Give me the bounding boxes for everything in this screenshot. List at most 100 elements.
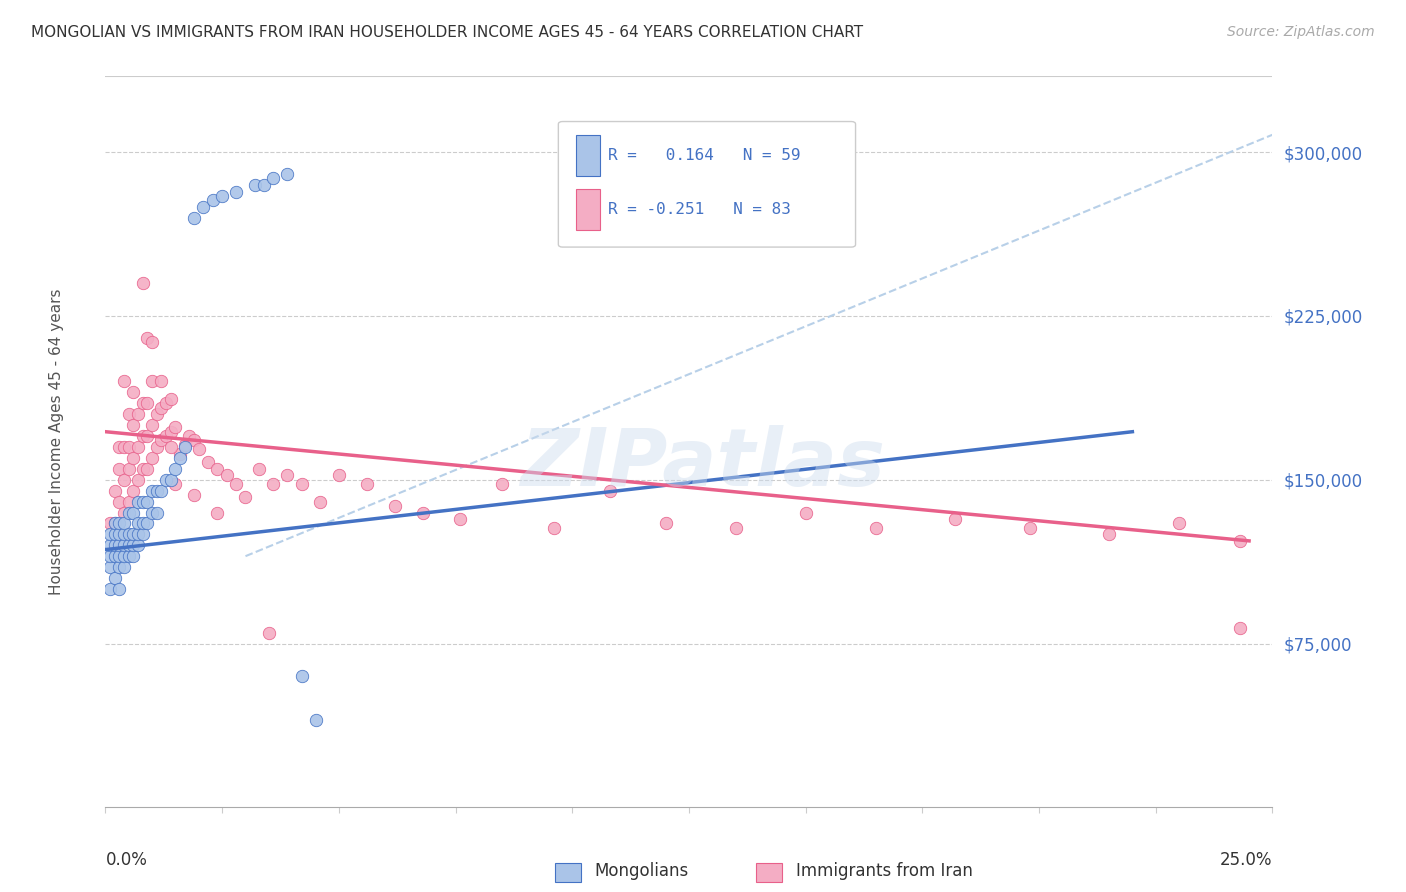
Point [104,527,127,541]
Point [1018,521,1040,535]
Point [225,477,247,491]
Point [98,582,121,596]
Text: 0.0%: 0.0% [105,851,148,869]
Point [159,425,181,439]
Point [141,335,163,350]
Point [146,440,169,454]
Point [136,396,159,410]
Text: R =   0.164   N = 59: R = 0.164 N = 59 [609,148,801,163]
Point [146,407,169,421]
Point [127,494,149,508]
Point [136,429,159,443]
Point [165,477,187,491]
Point [187,442,209,457]
Point [449,512,471,526]
Point [183,434,205,448]
Point [127,407,149,421]
Point [112,516,135,531]
Point [159,392,181,406]
Point [225,185,247,199]
Point [108,440,131,454]
Point [146,506,169,520]
Point [150,434,173,448]
Point [132,429,155,443]
Point [127,473,149,487]
Point [356,477,378,491]
Point [290,669,312,683]
Point [112,506,135,520]
Point [104,516,127,531]
Point [207,506,229,520]
Point [141,506,163,520]
Point [127,516,149,531]
Point [384,499,406,513]
Text: Householder Income Ages 45 - 64 years: Householder Income Ages 45 - 64 years [49,288,63,595]
Point [104,483,127,498]
Point [108,549,131,564]
Point [253,178,276,192]
Text: ZIPatlas: ZIPatlas [520,425,886,503]
Point [132,516,155,531]
Point [150,401,173,415]
Point [543,521,565,535]
Point [108,538,131,552]
Point [173,440,195,454]
Point [155,473,177,487]
Text: MONGOLIAN VS IMMIGRANTS FROM IRAN HOUSEHOLDER INCOME AGES 45 - 64 YEARS CORRELAT: MONGOLIAN VS IMMIGRANTS FROM IRAN HOUSEH… [31,25,863,40]
Point [136,494,159,508]
Point [328,468,350,483]
Point [215,468,238,483]
Point [136,331,159,345]
Point [108,582,131,596]
Point [127,538,149,552]
Point [108,516,131,531]
Point [146,483,169,498]
Point [112,560,135,574]
Point [122,527,145,541]
Point [118,538,141,552]
Point [235,490,257,504]
Point [132,462,155,476]
Point [112,375,135,389]
Point [132,277,155,291]
Point [104,516,127,531]
Point [98,527,121,541]
Point [309,494,332,508]
Point [98,549,121,564]
Point [654,516,676,531]
Point [865,521,887,535]
Point [290,477,312,491]
Point [276,468,298,483]
Point [118,440,141,454]
Point [136,516,159,531]
Point [108,560,131,574]
Point [118,407,141,421]
Point [98,516,121,531]
Point [104,538,127,552]
Point [1229,621,1251,635]
Point [724,521,747,535]
Point [201,194,224,208]
Point [118,494,141,508]
Point [112,549,135,564]
Point [122,385,145,400]
Text: Mongolians: Mongolians [595,862,689,880]
Point [136,462,159,476]
Point [1098,527,1121,541]
Point [108,494,131,508]
Point [207,462,229,476]
Text: Immigrants from Iran: Immigrants from Iran [796,862,973,880]
Point [243,178,266,192]
Point [108,462,131,476]
Point [211,189,233,203]
Point [104,571,127,585]
Text: 25.0%: 25.0% [1220,851,1272,869]
Point [276,167,298,181]
Text: Source: ZipAtlas.com: Source: ZipAtlas.com [1227,25,1375,39]
Point [141,450,163,465]
Point [127,440,149,454]
Point [183,211,205,225]
Point [132,527,155,541]
Point [491,477,513,491]
Point [118,527,141,541]
